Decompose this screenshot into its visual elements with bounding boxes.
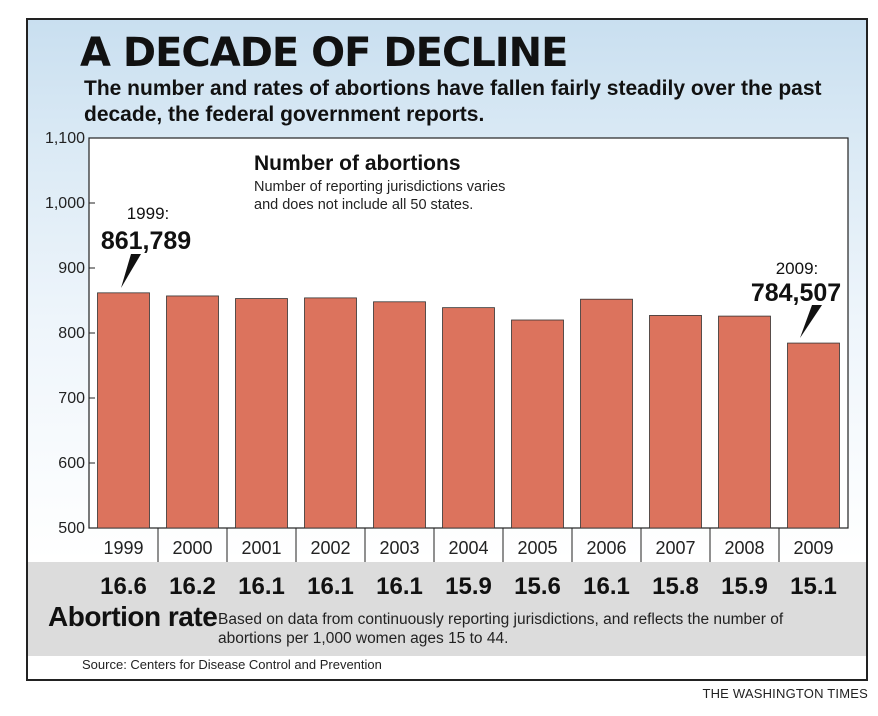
bar-2009 [787,342,840,529]
chart-title: Number of abortions [254,152,461,175]
x-tick-label-2005: 2005 [517,538,557,558]
callout-1999-value: 861,789 [101,227,191,255]
chart-note-line-2: and does not include all 50 states. [254,197,473,213]
bar-2000 [166,295,219,529]
y-tick-label: 900 [58,260,85,277]
rate-value-2002: 16.1 [307,573,354,600]
callout-1999: 1999: 861,789 [101,204,191,288]
bar-2007 [649,315,702,529]
y-tick-label: 700 [58,390,85,407]
page-subtitle: The number and rates of abortions have f… [84,77,822,126]
chart-heading: Number of abortions Number of reporting … [254,152,509,213]
x-tick-label-2001: 2001 [241,538,281,558]
bar-2004 [442,307,495,529]
chart-note: Number of reporting jurisdictions varies… [254,179,509,213]
x-tick-label-2006: 2006 [586,538,626,558]
x-tick-label-2004: 2004 [448,538,488,558]
rate-value-2007: 15.8 [652,573,699,600]
callout-1999-pointer [121,254,141,288]
rate-value-2008: 15.9 [721,573,768,600]
x-tick-label-2007: 2007 [655,538,695,558]
abortion-rate-band [28,562,866,656]
bar-2006 [580,298,633,529]
rate-value-2003: 16.1 [376,573,423,600]
y-tick-label: 500 [58,520,85,537]
rate-value-1999: 16.6 [100,573,147,600]
abortion-rate-note: Based on data from continuously reportin… [218,611,784,647]
bar-2001 [235,298,288,529]
y-tick-label: 1,100 [45,130,85,147]
x-tick-label-2003: 2003 [379,538,419,558]
x-axis: 1999 2000 2001 2002 2003 2004 2005 2006 2007 2008… [103,528,834,562]
rate-value-2004: 15.9 [445,573,492,600]
rate-value-2000: 16.2 [169,573,216,600]
x-tick-label-1999: 1999 [103,538,143,558]
page-title: A DECADE OF DECLINE [80,30,568,76]
x-tick-label-2009: 2009 [793,538,833,558]
y-tick-label: 1,000 [45,195,85,212]
abortion-rate-values: 16.6 16.2 16.1 16.1 16.1 15.9 15.6 16.1 15.8 15.9… [100,573,837,600]
x-tick-label-2008: 2008 [724,538,764,558]
rate-value-2009: 15.1 [790,573,837,600]
y-tick-label: 600 [58,455,85,472]
bar-2008 [718,315,771,529]
publisher-credit: THE WASHINGTON TIMES [702,686,868,701]
bar-1999 [97,292,150,529]
bar-2003 [373,301,426,529]
y-tick-label: 800 [58,325,85,342]
callout-2009: 2009: 784,507 [751,259,841,338]
bar-2005 [511,319,564,529]
callout-1999-year: 1999: [127,204,170,223]
source-note: Source: Centers for Disease Control and … [82,657,382,672]
y-axis: 500 600 700 800 900 1,000 1,100 [45,130,95,537]
bar-2002 [304,297,357,529]
callout-2009-year: 2009: [776,259,819,278]
callout-2009-pointer [800,305,822,338]
x-tick-label-2000: 2000 [172,538,212,558]
x-tick-label-2002: 2002 [310,538,350,558]
chart-note-line-1: Number of reporting jurisdictions varies [254,179,505,195]
bar-series [97,292,840,529]
rate-value-2005: 15.6 [514,573,561,600]
abortion-rate-label: Abortion rate [48,601,218,632]
rate-value-2006: 16.1 [583,573,630,600]
rate-value-2001: 16.1 [238,573,285,600]
callout-2009-value: 784,507 [751,279,841,307]
